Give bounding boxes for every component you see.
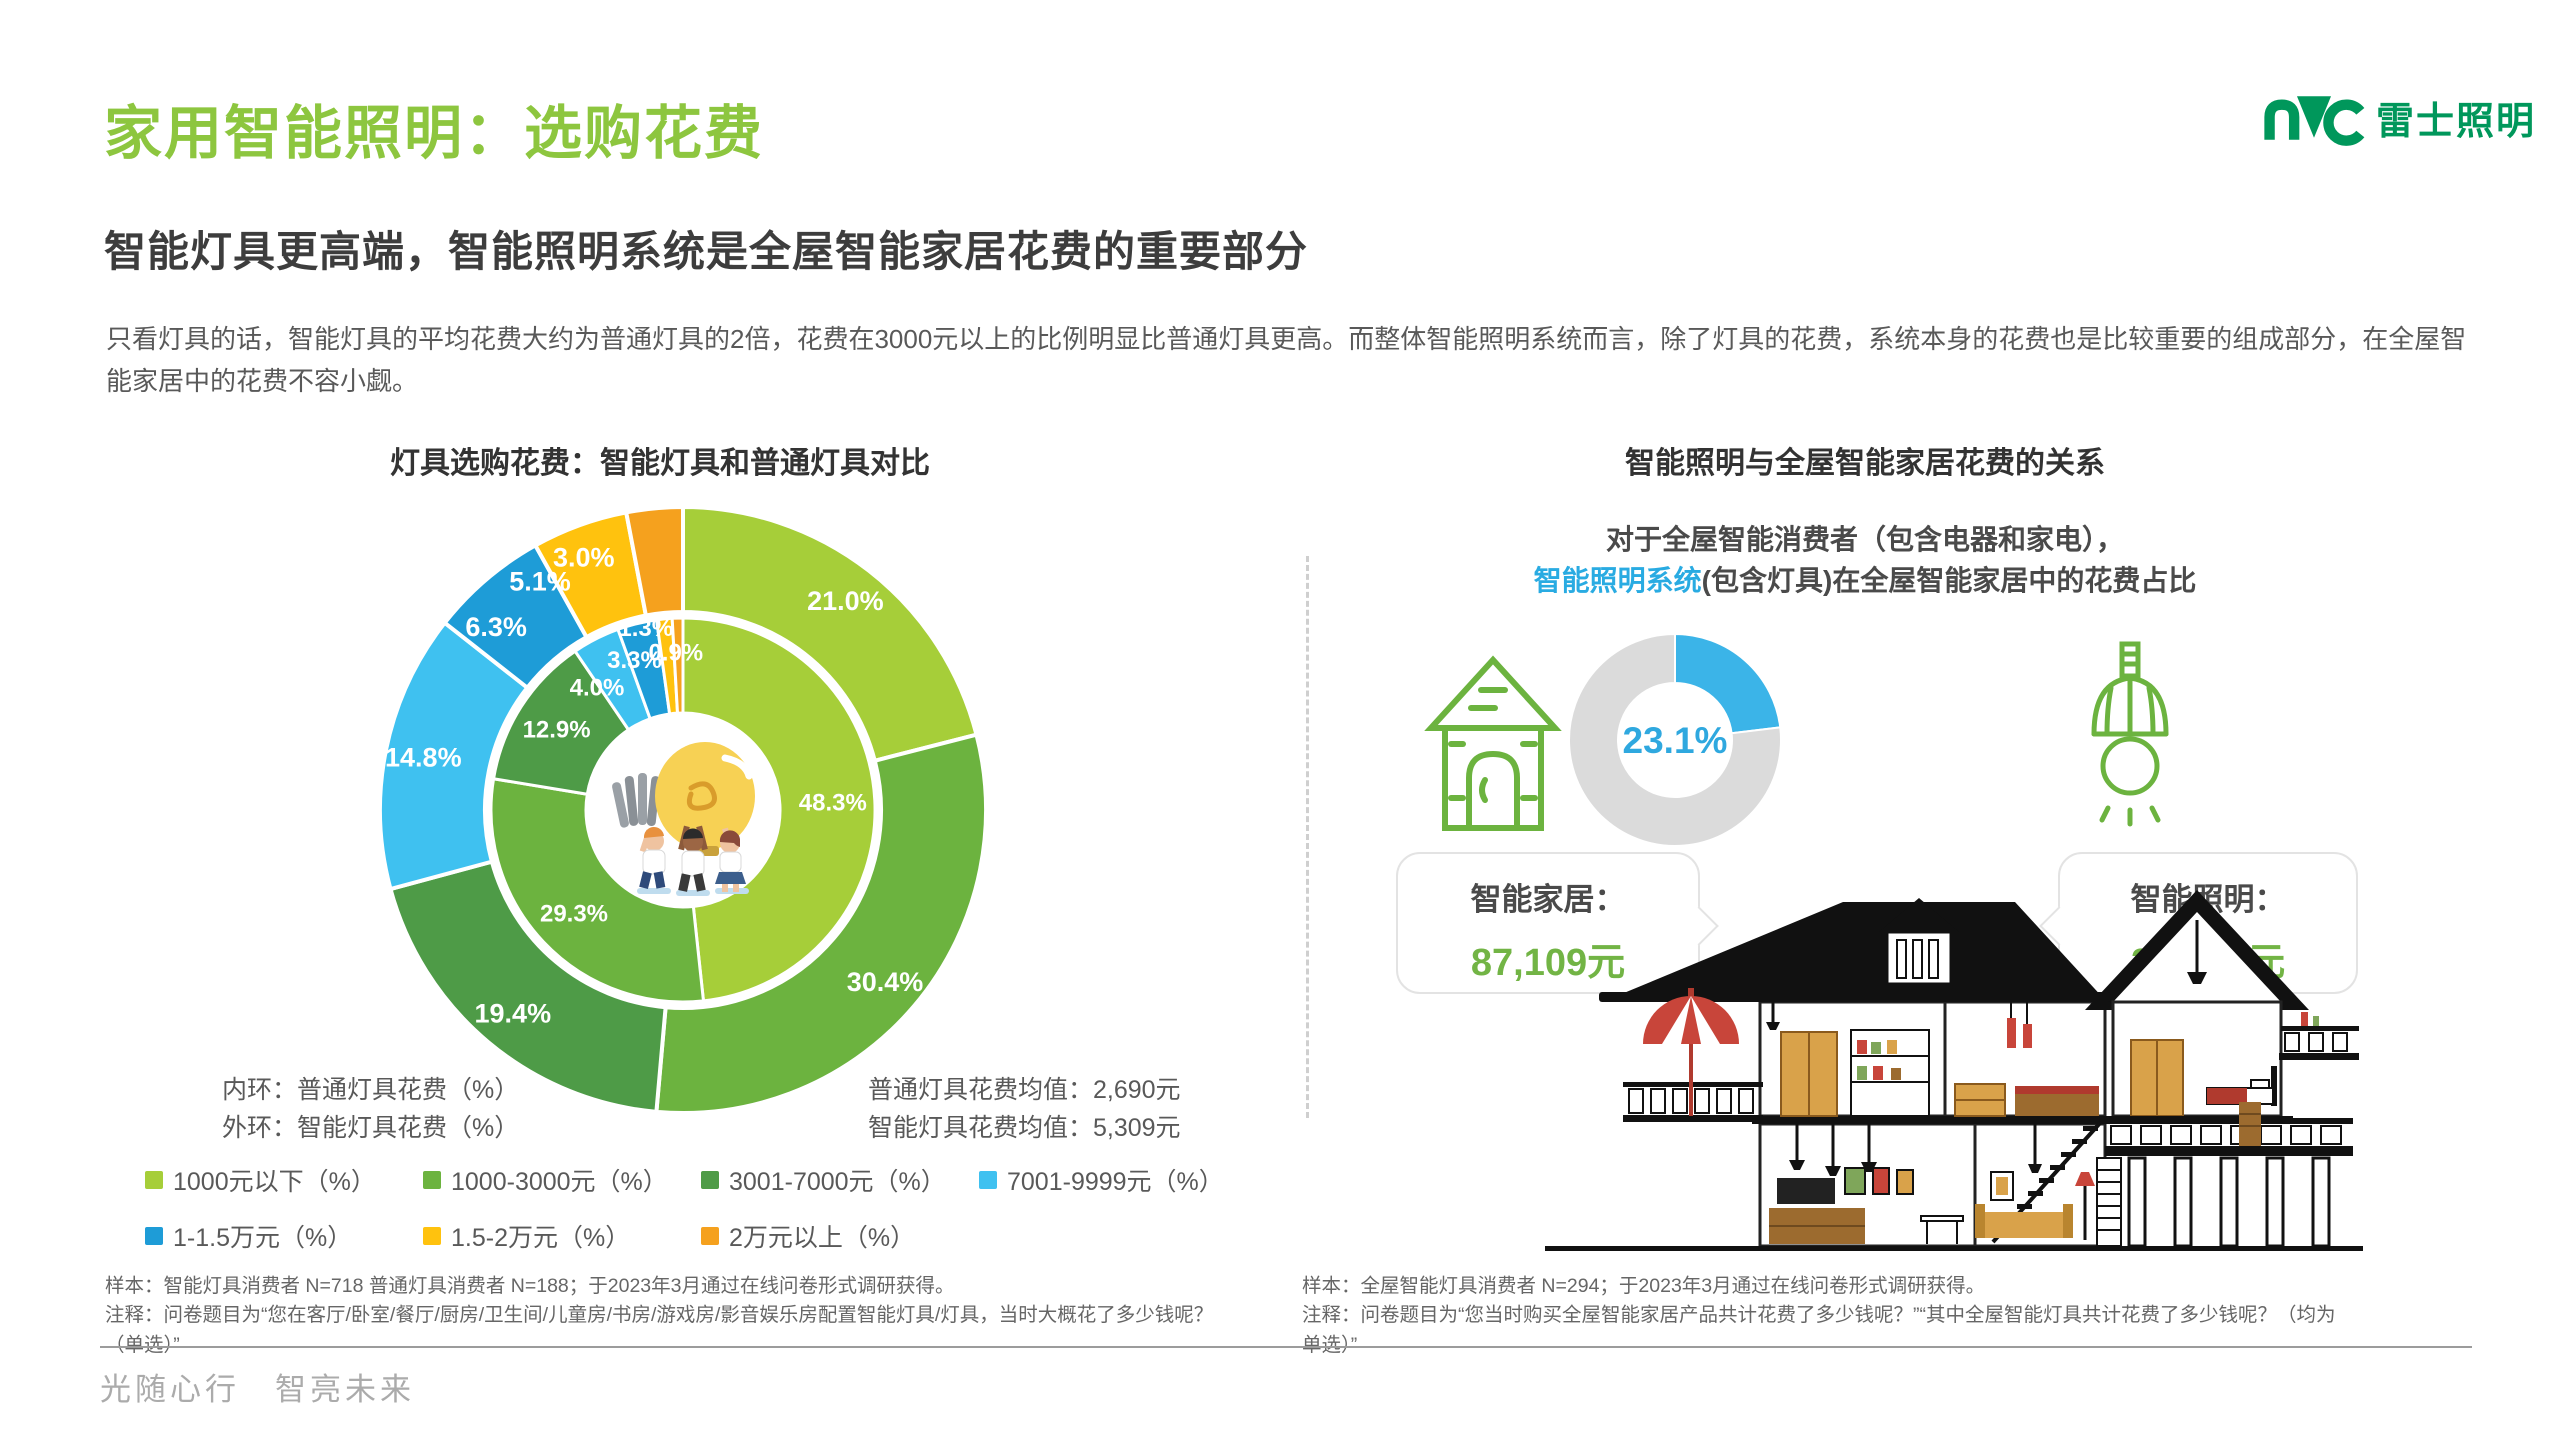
panel-divider (1306, 556, 1309, 1118)
pendant-lamp-icon (2091, 641, 2169, 827)
notes-left: 样本：智能灯具消费者 N=718 普通灯具消费者 N=188；于2023年3月通… (105, 1272, 1245, 1360)
legend-item-2: 3001-7000元（%） (701, 1162, 979, 1198)
slice-label: 19.4% (475, 999, 552, 1029)
house-outline-icon (1424, 655, 1562, 831)
avg-note-normal: 普通灯具花费均值：2,690元 (868, 1076, 1181, 1104)
donut-slice (681, 616, 877, 1003)
legend-swatch (423, 1171, 441, 1189)
right-chart-subtitle: 对于全屋智能消费者（包含电器和家电）， 智能照明系统(包含灯具)在全屋智能家居中… (1330, 520, 2400, 601)
donut-slice (388, 859, 668, 1114)
ring-note-outer: 外环：智能灯具花费（%） (222, 1113, 520, 1142)
footer-slogan: 光随心行 智亮未来 (100, 1372, 415, 1407)
legend-label: 1000-3000元（%） (451, 1168, 668, 1196)
brand-name: 雷士照明 (2376, 100, 2537, 143)
page-subtitle: 智能灯具更高端，智能照明系统是全屋智能家居花费的重要部分 (104, 228, 1309, 275)
donut-slice (623, 504, 685, 618)
legend-swatch (423, 1227, 441, 1245)
footer-divider (100, 1346, 2472, 1348)
sample-note: 样本：全屋智能灯具消费者 N=294；于2023年3月通过在线问卷形式调研获得。 (1302, 1275, 1986, 1297)
legend-item-6: 2万元以上（%） (701, 1218, 979, 1254)
legend-row: 1-1.5万元（%） 1.5-2万元（%） 2万元以上（%） (145, 1218, 1305, 1254)
chart-legend: 1000元以下（%） 1000-3000元（%） 3001-7000元（%） 7001… (145, 1162, 1305, 1274)
slice-label: 5.1% (509, 566, 571, 596)
page-description: 只看灯具的话，智能灯具的平均花费大约为普通灯具的2倍，花费在3000元以上的比例… (106, 324, 2467, 397)
question-note: 注释：问卷题目为“您在客厅/卧室/餐厅/厨房/卫生间/儿童房/书房/游戏房/影音… (105, 1304, 1214, 1356)
slice-label: 1.3% (618, 615, 673, 642)
callout-bubble-smart-home: 智能家居： 87,109元 (1396, 852, 1719, 994)
legend-label: 7001-9999元（%） (1007, 1168, 1224, 1196)
donut-slice (681, 504, 979, 764)
slice-label: 3.0% (553, 542, 615, 572)
donut-slice (654, 732, 988, 1115)
slice-label: 21.0% (807, 586, 884, 616)
right-subtitle-line1: 对于全屋智能消费者（包含电器和家电）， (1605, 524, 2124, 555)
ring-notes: 内环：普通灯具花费（%） 外环：智能灯具花费（%） (222, 1072, 519, 1147)
share-donut-chart: 23.1% (1568, 632, 1782, 847)
donut-slice (1674, 632, 1782, 735)
slice-label: 12.9% (523, 717, 591, 744)
legend-label: 1-1.5万元（%） (173, 1224, 353, 1252)
share-value-label: 23.1% (1623, 720, 1728, 761)
legend-item-0: 1000元以下（%） (145, 1162, 423, 1198)
light-bulb-icon (655, 742, 755, 856)
sample-note: 样本：智能灯具消费者 N=718 普通灯具消费者 N=188；于2023年3月通… (105, 1275, 955, 1297)
left-chart-title: 灯具选购花费：智能灯具和普通灯具对比 (390, 447, 930, 480)
legend-item-1: 1000-3000元（%） (423, 1162, 701, 1198)
slice-label: 3.3% (607, 647, 662, 674)
legend-label: 1000元以下（%） (173, 1168, 376, 1196)
donut-center-illustration (588, 715, 778, 905)
slice-label: 4.0% (570, 675, 625, 702)
right-subtitle-line2: 智能照明系统(包含灯具)在全屋智能家居中的花费占比 (1330, 561, 2400, 602)
legend-label: 1.5-2万元（%） (451, 1224, 631, 1252)
legend-item-4: 1-1.5万元（%） (145, 1218, 423, 1254)
nvc-logo-icon (2264, 96, 2365, 146)
slice-label: 0.9% (648, 640, 703, 667)
slice-label: 29.3% (540, 900, 608, 927)
question-note: 注释：问卷题目为“您当时购买全屋智能家居产品共计花费了多少钱呢？”“其中全屋智能… (1302, 1304, 2336, 1356)
right-chart-title: 智能照明与全屋智能家居花费的关系 (1625, 447, 2105, 480)
notes-right: 样本：全屋智能灯具消费者 N=294；于2023年3月通过在线问卷形式调研获得。… (1302, 1272, 2347, 1360)
legend-label: 2万元以上（%） (729, 1224, 916, 1252)
donut-slice (670, 616, 685, 715)
legend-row: 1000元以下（%） 1000-3000元（%） 3001-7000元（%） 7001… (145, 1162, 1305, 1198)
lighting-cost-donut-chart: 21.0% 30.4% 19.4% 14.8% 6.3% 5.1%3.0% 48.3% 29.… (378, 504, 988, 1115)
avg-note-smart: 智能灯具花费均值：5,309元 (868, 1113, 1181, 1142)
page-title: 家用智能照明：选购花费 (104, 101, 765, 166)
legend-swatch (145, 1227, 163, 1245)
legend-label: 3001-7000元（%） (729, 1168, 946, 1196)
people-illustration (637, 825, 749, 896)
subtitle-rest: (包含灯具)在全屋智能家居中的花费占比 (1701, 564, 2197, 596)
slice-label: 48.3% (799, 789, 867, 816)
legend-swatch (701, 1171, 719, 1189)
slice-label: 30.4% (847, 967, 924, 997)
legend-swatch (701, 1227, 719, 1245)
average-notes: 普通灯具花费均值：2,690元 智能灯具花费均值：5,309元 (868, 1072, 1181, 1147)
subtitle-highlight: 智能照明系统 (1533, 564, 1702, 596)
donut-slice (1568, 632, 1782, 847)
slice-label: 14.8% (385, 743, 462, 773)
ring-note-inner: 内环：普通灯具花费（%） (222, 1076, 520, 1104)
legend-swatch (145, 1171, 163, 1189)
callout-label: 智能家居： (1470, 882, 1626, 917)
donut-slice (489, 777, 706, 1004)
brand-logo: 雷士照明 (2262, 88, 2536, 146)
legend-item-3: 7001-9999元（%） (979, 1162, 1257, 1198)
legend-item-5: 1.5-2万元（%） (423, 1218, 701, 1254)
house-cross-section-illustration (1545, 890, 2363, 1251)
slice-label: 6.3% (465, 612, 527, 642)
legend-swatch (979, 1171, 997, 1189)
callout-value: 87,109元 (1470, 942, 1626, 984)
